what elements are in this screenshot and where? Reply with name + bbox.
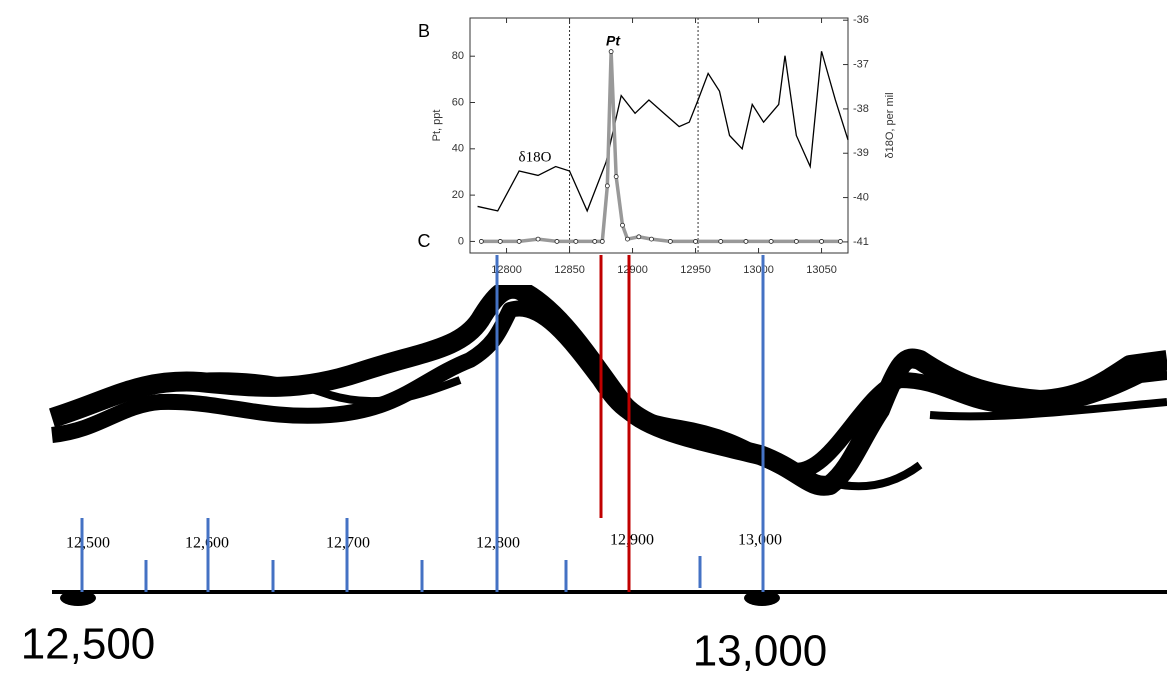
timeline-blob: [60, 590, 96, 606]
timeline-tick-label: 12,500: [66, 535, 110, 552]
annotation: Pt: [606, 33, 621, 49]
data-point: [573, 239, 579, 244]
data-point: [620, 222, 625, 228]
data-point: [718, 239, 724, 244]
x-tick-label: 13000: [743, 264, 774, 276]
y-tick-label: 40: [452, 143, 464, 155]
y2-tick-label: -40: [853, 191, 869, 203]
data-point: [497, 239, 503, 244]
timeline-big-label: 12,500: [21, 620, 156, 669]
data-point: [478, 239, 484, 244]
data-point: [613, 174, 619, 179]
data-point: [693, 239, 698, 244]
marker-lines: [80, 255, 765, 592]
annotation: δ18O: [519, 149, 552, 165]
y2-tick-label: -38: [853, 103, 869, 115]
y2-tick-label: -39: [853, 147, 869, 159]
x-tick-label: 13050: [806, 264, 837, 276]
y2-tick-label: -41: [853, 236, 869, 248]
timeline-blob: [744, 590, 780, 606]
data-point: [793, 239, 799, 244]
x-tick-label: 12850: [554, 264, 585, 276]
y-tick-label: 20: [452, 189, 464, 201]
data-point: [768, 239, 774, 244]
y-tick-label: 60: [452, 96, 464, 108]
timeline-tick-label: 13,000: [738, 532, 782, 549]
panel-label: C: [418, 231, 431, 251]
data-point: [604, 183, 610, 189]
x-tick-label: 12800: [491, 264, 522, 276]
y-tick-label: 0: [458, 235, 464, 247]
panel-label: B: [418, 21, 430, 41]
data-point: [649, 236, 654, 242]
y-axis-label: Pt, ppt: [431, 110, 443, 142]
data-point: [516, 239, 522, 244]
band-diagram: [49, 278, 1167, 606]
data-point: [625, 236, 630, 242]
data-point: [743, 239, 749, 244]
timeline-tick-label: 12,900: [610, 532, 654, 549]
data-point: [592, 239, 598, 244]
y2-tick-label: -37: [853, 58, 869, 70]
data-point: [599, 239, 605, 244]
inset-chart: 12800 12850 12900 12950 13000 13050 0 20 40 60 80 -…: [418, 14, 869, 276]
data-point: [608, 49, 614, 54]
data-point: [838, 239, 843, 244]
plot-frame: [469, 17, 849, 254]
lower-band: [50, 300, 1167, 479]
y-tick-label: 80: [452, 50, 464, 62]
y2-axis-label: δ18O, per mil: [884, 92, 896, 158]
x-tick-label: 12950: [680, 264, 711, 276]
timeline-big-label: 13,000: [693, 627, 828, 676]
data-point: [819, 239, 824, 244]
series-line: [477, 51, 849, 213]
y2-tick-label: -36: [853, 14, 869, 26]
data-point: [554, 239, 560, 244]
data-point: [535, 236, 541, 242]
data-point: [636, 234, 642, 240]
data-point: [667, 239, 673, 244]
thin-band: [108, 372, 1167, 491]
x-tick-label: 12900: [617, 264, 648, 276]
